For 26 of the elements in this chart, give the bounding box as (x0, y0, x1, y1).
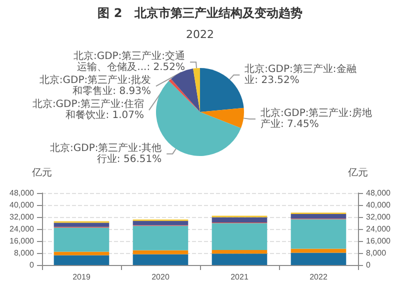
x-tick-label: 2019 (72, 272, 91, 282)
y2-tick-label: 32,000 (366, 212, 392, 222)
slice-label: 北京:GDP:第三产业:住宿和餐饮业: 1.07% (32, 98, 144, 122)
y2-tick-label: 40,000 (366, 200, 392, 210)
y2-tick-label: 16,000 (366, 236, 392, 246)
slice-label: 北京:GDP:第三产业:金融业: 23.52% (244, 63, 356, 86)
y-tick-label: 0 (30, 260, 35, 270)
y2-tick-label: 48,000 (366, 188, 392, 198)
y2-tick-label: 24,000 (366, 224, 392, 234)
y-tick-label: 40,000 (10, 200, 35, 210)
y-tick-label: 48,000 (10, 188, 35, 198)
y-tick-label: 16,000 (10, 236, 35, 246)
y-tick-label: 8,000 (14, 248, 35, 258)
y2-tick-label: 8,000 (366, 248, 387, 258)
slice-label: 北京:GDP:第三产业:房地产业: 7.45% (260, 107, 372, 130)
y-tick-label: 24,000 (10, 224, 35, 234)
x-tick-label: 2021 (230, 272, 249, 282)
chart-title: 图 2 北京市第三产业结构及变动趋势 (98, 6, 302, 20)
slice-label: 北京:GDP:第三产业:交通运输、仓储及...: 2.52% (73, 50, 186, 74)
slice-label: 北京:GDP:第三产业:其他行业: 56.51% (50, 142, 162, 165)
chart-subtitle: 2022 (186, 28, 214, 41)
y-tick-label: 32,000 (10, 212, 35, 222)
x-tick-label: 2020 (152, 272, 170, 282)
x-tick-label: 2022 (310, 272, 328, 282)
slice-label: 北京:GDP:第三产业:批发和零售业: 8.93% (39, 74, 151, 98)
y2-tick-label: 0 (366, 260, 371, 270)
